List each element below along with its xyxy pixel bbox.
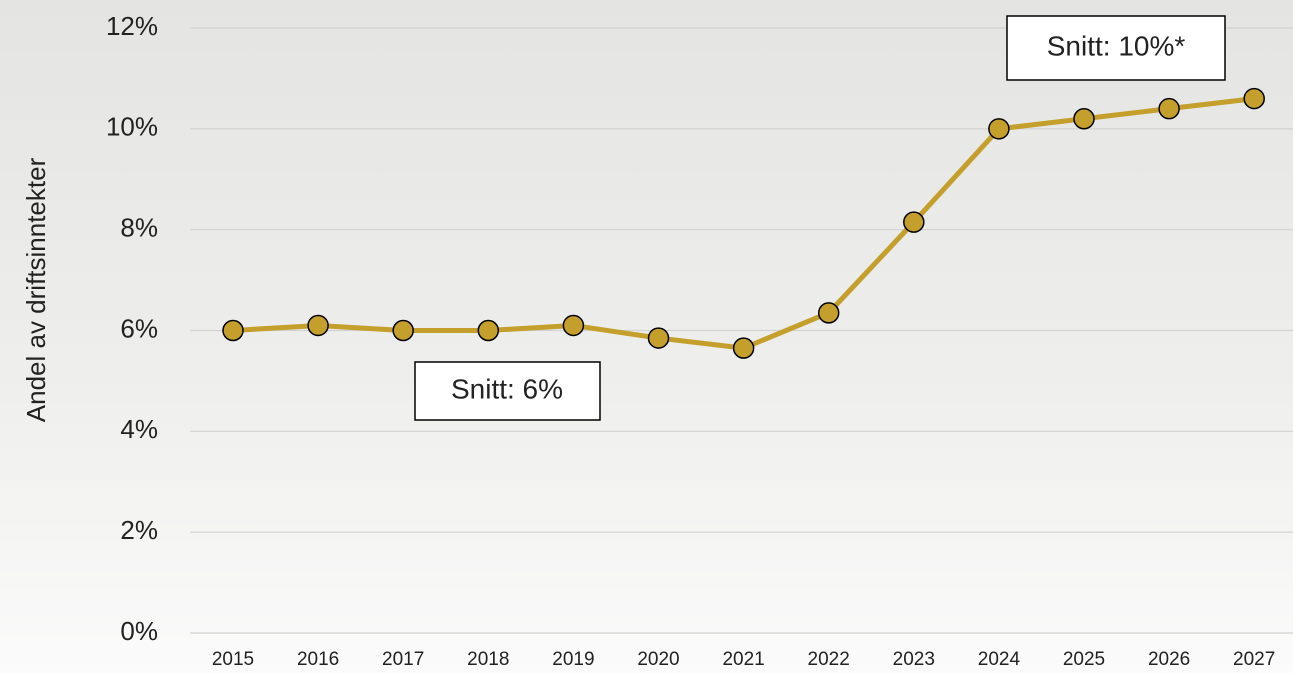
marker (307, 314, 329, 337)
y-tick-label: 10% (106, 112, 158, 142)
y-tick-label: 0% (120, 616, 158, 646)
marker (817, 302, 840, 324)
x-tick-label: 2022 (808, 649, 850, 670)
annotation-box (1006, 15, 1226, 81)
y-tick-label: 8% (120, 213, 158, 243)
marker (647, 327, 670, 349)
y-tick-label: 4% (120, 414, 158, 444)
marker (1158, 97, 1180, 120)
y-tick-label: 6% (120, 313, 158, 343)
x-tick-label: 2019 (552, 649, 594, 670)
marker (1073, 108, 1095, 130)
x-tick-label: 2018 (467, 649, 509, 670)
annotation: Snitt: 10%* (1047, 30, 1186, 61)
x-tick-label: 2015 (212, 649, 254, 670)
x-tick-label: 2016 (297, 649, 339, 670)
marker (562, 314, 585, 337)
x-tick-label: 2017 (382, 649, 424, 670)
y-axis-label: Andel av driftsinntekter (21, 157, 51, 422)
x-tick-label: 2023 (893, 649, 935, 670)
plot (222, 87, 1265, 359)
x-tick-label: 2027 (1233, 649, 1275, 670)
x-tick-label: 2020 (637, 649, 679, 670)
marker (222, 319, 244, 342)
marker (903, 211, 925, 233)
x-tick-label: 2024 (978, 649, 1021, 670)
x-tick-label: 2025 (1063, 649, 1105, 670)
x-tick-label: 2021 (722, 649, 764, 670)
x-tick-label: 2026 (1148, 649, 1190, 670)
y-tick-label: 2% (120, 515, 158, 545)
y-tick-label: 12% (106, 11, 158, 41)
annotation-box (414, 361, 601, 421)
marker (1243, 87, 1265, 110)
marker (392, 319, 414, 342)
marker (477, 319, 500, 342)
marker (988, 118, 1010, 140)
marker (732, 337, 755, 359)
annotation: Snitt: 6% (451, 373, 563, 404)
